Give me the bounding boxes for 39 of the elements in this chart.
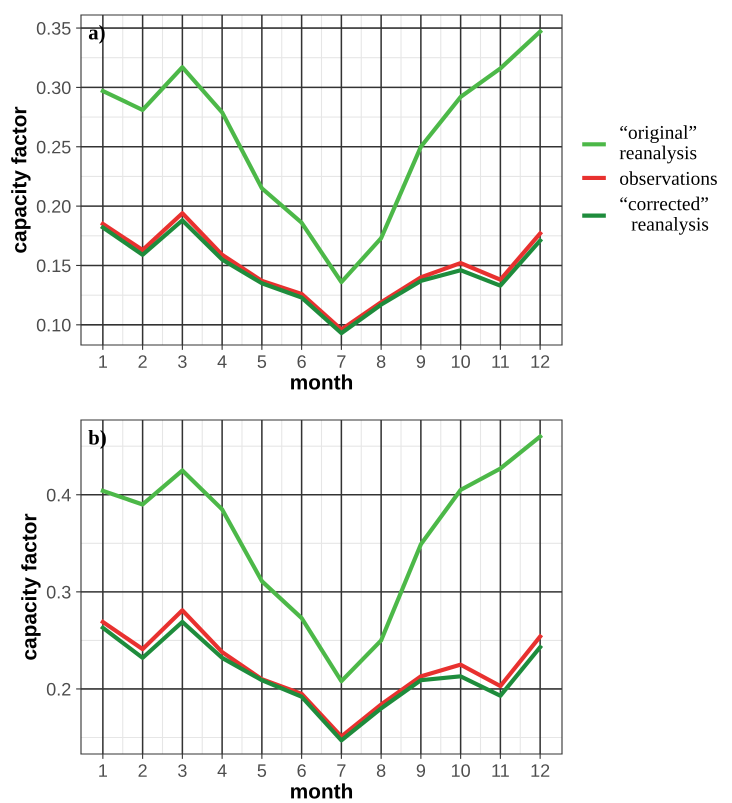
x-tick-label: 5 [258,764,266,777]
x-tick-label: 11 [492,764,509,777]
y-tick-label: 0.4 [46,488,71,502]
y-tick-label: 0.25 [36,140,71,154]
x-tick-label: 6 [298,355,306,368]
y-tick-label: 0.20 [36,200,71,213]
x-tick-label: 9 [416,355,426,368]
y-axis-title: capacity factor [11,106,31,253]
y-tick-label: 0.15 [36,259,71,272]
legend-label: observations [620,171,717,185]
x-tick-label: 9 [416,764,426,777]
x-tick-label: 2 [138,355,147,368]
x-tick-label: 12 [531,764,550,777]
y-tick-label: 0.35 [36,22,71,35]
x-tick-label: 8 [376,764,386,777]
x-tick-label: 2 [138,764,147,777]
y-tick-label: 0.30 [36,81,71,94]
x-tick-label: 10 [452,764,470,777]
y-tick-label: 0.2 [46,682,70,696]
x-axis-title: month [291,374,352,390]
x-tick-label: 5 [258,355,266,368]
x-tick-label: 6 [298,764,306,777]
x-tick-label: 4 [218,355,227,368]
y-tick-label: 0.3 [46,586,70,599]
x-tick-label: 12 [531,355,550,368]
x-tick-label: 10 [452,355,470,368]
x-tick-label: 7 [337,355,346,368]
x-tick-label: 4 [218,764,227,777]
x-tick-label: 11 [492,355,509,368]
y-axis-title: capacity factor [21,514,41,660]
legend-label: “corrected” reanalysis [620,196,708,235]
x-tick-label: 1 [99,764,108,777]
x-tick-label: 1 [99,355,108,368]
x-tick-label: 7 [337,764,346,777]
x-tick-label: 3 [178,355,187,368]
x-tick-label: 3 [178,764,187,777]
x-tick-label: 8 [376,355,386,368]
x-axis-title: month [291,783,352,799]
y-tick-label: 0.10 [36,318,71,332]
